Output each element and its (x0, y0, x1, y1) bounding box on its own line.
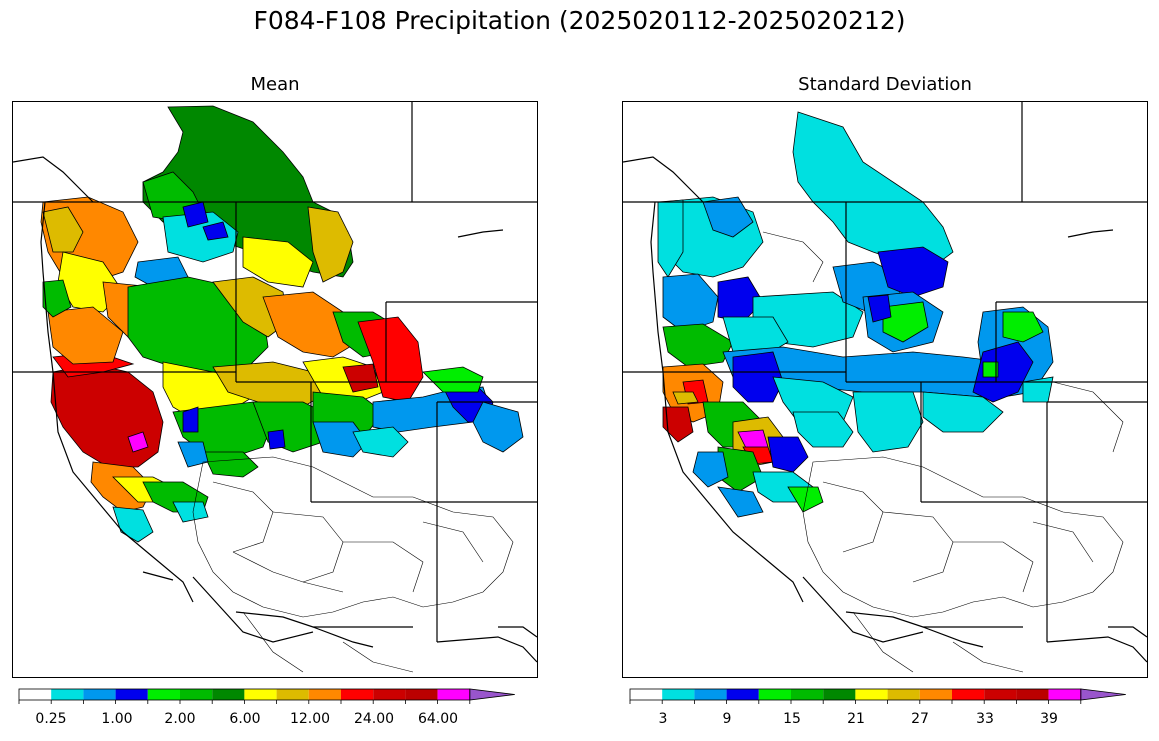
mean-panel-title: Mean (250, 74, 300, 95)
mean-colorbar-swatch (83, 689, 116, 700)
mean-colorbar-swatch (276, 689, 309, 700)
stddev-colorbar-extend-arrow (1080, 688, 1126, 701)
stddev-colorbar-swatch (630, 689, 663, 700)
mean-colorbar-swatch (341, 689, 374, 700)
mean-tick-label: 64.00 (417, 711, 459, 727)
stddev-colorbar-swatch (823, 689, 856, 700)
mean-colorbar-swatch (115, 689, 148, 700)
mean-colorbar-swatch (437, 689, 470, 700)
mean-colorbar-swatch (308, 689, 341, 700)
mean-tick-label: 12.00 (289, 711, 331, 727)
stddev-tick-label: 39 (1040, 711, 1058, 727)
mean-colorbar-extend-arrow (469, 688, 515, 701)
stddev-tick-label: 21 (847, 711, 865, 727)
stddev-tick-label: 9 (722, 711, 732, 727)
stddev-colorbar (629, 688, 1126, 704)
mean-colorbar-swatch (51, 689, 84, 700)
stddev-tick-label: 3 (658, 711, 668, 727)
stddev-colorbar-swatch (887, 689, 920, 700)
mean-tick-label: 1.00 (101, 711, 133, 727)
mean-tick-label: 2.00 (164, 711, 196, 727)
mean-map (12, 101, 538, 678)
mean-colorbar-swatch (212, 689, 245, 700)
mean-colorbar-swatch (147, 689, 180, 700)
mean-colorbar-swatch (180, 689, 213, 700)
figure-title: F084-F108 Precipitation (2025020112-2025… (253, 6, 906, 35)
stddev-colorbar-swatch (855, 689, 888, 700)
mean-tick-label: 24.00 (353, 711, 395, 727)
stddev-colorbar-swatch (662, 689, 695, 700)
stddev-tick-label: 33 (976, 711, 994, 727)
mean-tick-label: 0.25 (35, 711, 67, 727)
stddev-panel-title: Standard Deviation (798, 74, 972, 95)
mean-colorbar-swatch (19, 689, 52, 700)
stddev-tick-label: 15 (783, 711, 801, 727)
mean-colorbar-swatch (405, 689, 438, 700)
stddev-colorbar-swatch (919, 689, 952, 700)
stddev-colorbar-swatch (694, 689, 727, 700)
stddev-map (622, 101, 1148, 678)
stddev-colorbar-swatch (984, 689, 1017, 700)
stddev-colorbar-swatch (758, 689, 791, 700)
stddev-colorbar-swatch (791, 689, 824, 700)
stddev-colorbar-swatch (726, 689, 759, 700)
stddev-colorbar-swatch (1016, 689, 1049, 700)
mean-colorbar-swatch (244, 689, 277, 700)
stddev-tick-label: 27 (911, 711, 929, 727)
mean-tick-label: 6.00 (229, 711, 261, 727)
stddev-colorbar-swatch (1048, 689, 1081, 700)
mean-colorbar-swatch (373, 689, 406, 700)
mean-colorbar (18, 688, 515, 704)
stddev-colorbar-swatch (952, 689, 985, 700)
